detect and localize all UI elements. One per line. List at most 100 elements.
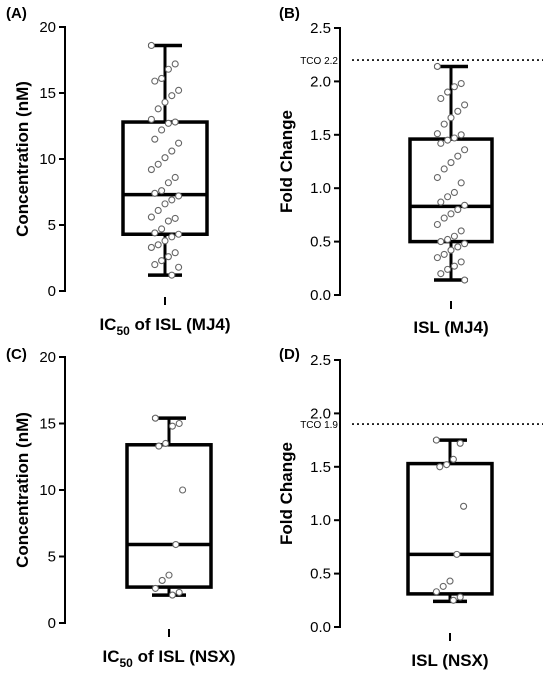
data-point: [461, 146, 469, 154]
panel-label: (C): [6, 346, 27, 363]
data-point: [453, 550, 461, 558]
data-point: [457, 258, 465, 266]
data-point: [457, 179, 465, 187]
data-point: [164, 119, 172, 127]
data-point: [449, 455, 457, 463]
data-point: [168, 147, 176, 155]
data-point: [444, 88, 452, 96]
y-tick-label: 15: [39, 85, 56, 102]
y-tick-label: 0.5: [310, 566, 331, 583]
panel-a: (A) 0 5 10 15 20 Concentration (nM) IC50 of ISL…: [6, 5, 231, 338]
x-category-main: ISL (NSX): [411, 651, 488, 670]
x-category-label: ISL (NSX): [411, 651, 488, 670]
data-point: [164, 217, 172, 225]
data-point: [450, 83, 458, 91]
data-point: [161, 98, 169, 106]
data-point: [456, 593, 464, 601]
panel-label: (A): [6, 5, 27, 22]
data-point: [454, 107, 462, 115]
data-point: [461, 276, 469, 284]
data-point: [433, 130, 441, 138]
data-point: [450, 262, 458, 270]
data-point: [433, 173, 441, 182]
data-point: [432, 588, 440, 596]
data-point: [161, 237, 169, 245]
x-category-main: IC: [99, 315, 116, 334]
data-point: [147, 115, 155, 123]
data-point: [168, 92, 176, 100]
y-tick-label: 5: [48, 549, 56, 566]
data-point: [147, 213, 155, 221]
data-point: [151, 261, 159, 269]
data-point: [457, 79, 465, 88]
data-point: [161, 200, 169, 208]
x-category-label: IC50 of ISL (NSX): [103, 647, 236, 670]
y-tick-label: 0: [48, 283, 56, 300]
data-point: [449, 596, 457, 604]
data-point: [436, 463, 444, 471]
data-point: [154, 206, 162, 215]
data-point: [444, 193, 452, 201]
data-point: [154, 241, 162, 249]
iqr-box: [408, 137, 494, 244]
panel-d: (D) 0.0 0.5 1.0 1.5 2.0 2.5 Fold Change ISL (NSX…: [277, 346, 543, 670]
data-point: [161, 154, 169, 162]
data-point: [437, 139, 445, 147]
data-point: [175, 263, 183, 271]
data-point: [171, 249, 179, 257]
data-point: [457, 227, 465, 235]
data-point: [440, 165, 448, 173]
y-axis-title: Concentration (nM): [13, 81, 32, 237]
data-point: [439, 582, 447, 590]
data-point: [456, 439, 464, 447]
y-axis-title: Fold Change: [277, 442, 296, 545]
iqr-box: [406, 461, 494, 596]
data-point: [158, 257, 166, 265]
y-axis-title: Concentration (nM): [13, 412, 32, 568]
data-point: [158, 187, 166, 195]
panel-b: (B) 0.0 0.5 1.0 1.5 2.0 2.5 Fold Change ISL (MJ4…: [277, 5, 543, 337]
data-point: [433, 254, 441, 262]
y-tick-label: 1.5: [310, 127, 331, 144]
data-point: [154, 105, 162, 113]
data-point: [168, 591, 176, 599]
y-tick-label: 15: [39, 416, 56, 433]
y-tick-label: 10: [39, 151, 56, 168]
data-point: [444, 136, 452, 144]
iqr-box: [125, 443, 213, 589]
data-point: [171, 214, 179, 222]
data-point: [175, 86, 183, 94]
data-point: [461, 101, 469, 109]
data-point: [457, 131, 465, 139]
data-point: [151, 77, 159, 85]
data-point: [168, 196, 176, 204]
y-tick-label: 2.0: [310, 73, 331, 90]
y-tick-label: 0.5: [310, 234, 331, 251]
y-tick-label: 2.0: [310, 405, 331, 422]
x-category-subscript: 50: [116, 324, 130, 338]
data-point: [446, 577, 454, 585]
data-point: [179, 486, 187, 494]
data-point: [440, 250, 448, 258]
tco-reference-label: TCO 2.2: [300, 56, 338, 67]
y-tick-label: 0: [48, 615, 56, 632]
data-point: [444, 265, 452, 273]
data-point: [450, 232, 458, 240]
data-point: [447, 210, 455, 218]
x-category-main: ISL (MJ4): [413, 318, 488, 337]
data-point: [432, 436, 440, 444]
data-point: [437, 270, 445, 278]
data-point: [147, 166, 155, 174]
data-point: [171, 173, 179, 182]
panel-label: (B): [279, 5, 300, 22]
data-point: [450, 134, 458, 142]
data-point: [433, 62, 441, 70]
y-tick-label: 10: [39, 482, 56, 499]
data-point: [158, 576, 166, 584]
x-category-rest: of ISL (MJ4): [130, 315, 231, 334]
data-point: [168, 271, 176, 279]
data-point: [447, 246, 455, 254]
data-point: [175, 419, 183, 428]
data-point: [165, 571, 173, 579]
